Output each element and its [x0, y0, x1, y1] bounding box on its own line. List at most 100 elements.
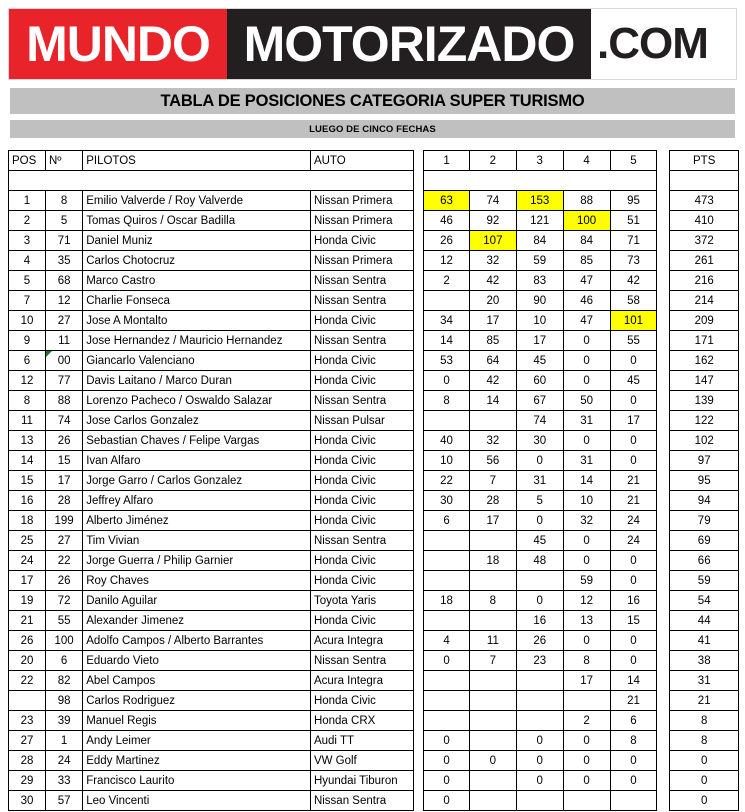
table-row-points: 216	[669, 270, 739, 291]
cell-number: 33	[44, 770, 84, 791]
table-row-points: 261	[669, 250, 739, 271]
cell-race-3: 23	[515, 650, 564, 671]
cell-pts: 209	[669, 310, 739, 331]
cell-auto: Hyundai Tiburon	[309, 770, 415, 791]
cell-pts: 162	[669, 350, 739, 371]
cell-auto: Honda Civic	[309, 350, 415, 371]
cell-race-4: 0	[562, 770, 611, 791]
table-row-points: 59	[669, 570, 739, 591]
cell-pos: 18	[8, 510, 46, 531]
table-row-points: 44	[669, 610, 739, 631]
cell-number-label: 26	[57, 434, 71, 447]
cell-number: 00	[44, 350, 84, 371]
cell-number-label: 39	[57, 714, 71, 727]
table-row: 17 26 Roy Chaves Honda Civic	[8, 570, 415, 591]
header-pos: POS	[8, 150, 46, 171]
cell-race-2: 74	[468, 190, 517, 211]
cell-race-1	[423, 530, 470, 551]
cell-pos: 3	[8, 230, 46, 251]
cell-race-4: 12	[562, 590, 611, 611]
cell-race-4: 50	[562, 390, 611, 411]
cell-pilots: Lorenzo Pacheco / Oswaldo Salazar	[82, 390, 311, 411]
cell-number: 26	[44, 570, 84, 591]
table-row-points: 410	[669, 210, 739, 231]
table-row: 6 00 Giancarlo Valenciano Honda Civic	[8, 350, 415, 371]
header-number: Nº	[44, 150, 84, 171]
cell-race-5: 51	[609, 210, 658, 231]
cell-number: 39	[44, 710, 84, 731]
cell-pts: 59	[669, 570, 739, 591]
cell-race-1: 10	[423, 450, 470, 471]
cell-pilots: Andy Leimer	[82, 730, 311, 751]
table-row: 9 11 Jose Hernandez / Mauricio Hernandez Ni…	[8, 330, 415, 351]
cell-number: 22	[44, 550, 84, 571]
cell-pos: 28	[8, 750, 46, 771]
cell-race-4: 0	[562, 630, 611, 651]
cell-pilots: Leo Vincenti	[82, 790, 311, 811]
cell-race-3	[515, 690, 564, 711]
table-row: 23 39 Manuel Regis Honda CRX	[8, 710, 415, 731]
cell-auto: Nissan Sentra	[309, 330, 415, 351]
table-row-points: 31	[669, 670, 739, 691]
cell-pos: 30	[8, 790, 46, 811]
cell-race-5: 17	[609, 410, 658, 431]
table-row: 20 6 Eduardo Vieto Nissan Sentra	[8, 650, 415, 671]
cell-auto: Nissan Pulsar	[309, 410, 415, 431]
cell-number-label: 1	[60, 734, 68, 747]
cell-race-5: 0	[609, 450, 658, 471]
cell-race-2: 32	[468, 250, 517, 271]
races-header-spacer	[423, 170, 658, 191]
table-row-points: 0	[669, 770, 739, 791]
header-pilots: PILOTOS	[82, 150, 311, 171]
cell-race-3: 45	[515, 530, 564, 551]
cell-number-label: 28	[57, 494, 71, 507]
cell-auto: Acura Integra	[309, 670, 415, 691]
cell-number: 55	[44, 610, 84, 631]
cell-race-5: 0	[609, 630, 658, 651]
cell-number: 77	[44, 370, 84, 391]
header-pts: PTS	[669, 150, 739, 171]
cell-race-1: 0	[423, 650, 470, 671]
cell-auto: Honda Civic	[309, 430, 415, 451]
cell-race-1: 63	[423, 190, 470, 211]
cell-race-3: 17	[515, 330, 564, 351]
cell-auto: Honda Civic	[309, 570, 415, 591]
cell-race-4: 0	[562, 430, 611, 451]
cell-race-1: 0	[423, 750, 470, 771]
cell-pts: 79	[669, 510, 739, 531]
cell-number-label: 57	[57, 794, 71, 807]
cell-auto: Acura Integra	[309, 630, 415, 651]
table-row: 7 12 Charlie Fonseca Nissan Sentra	[8, 290, 415, 311]
cell-race-1	[423, 710, 470, 731]
cell-auto: Honda Civic	[309, 370, 415, 391]
table-row: 15 17 Jorge Garro / Carlos Gonzalez Honda …	[8, 470, 415, 491]
cell-pilots: Giancarlo Valenciano	[82, 350, 311, 371]
cell-pilots: Adolfo Campos / Alberto Barrantes	[82, 630, 311, 651]
table-row-races: 74 31 17	[423, 410, 658, 431]
cell-race-3: 0	[515, 510, 564, 531]
cell-pilots: Manuel Regis	[82, 710, 311, 731]
cell-pilots: Alexander Jimenez	[82, 610, 311, 631]
cell-auto: Honda Civic	[309, 610, 415, 631]
cell-pos: 5	[8, 270, 46, 291]
cell-race-3	[515, 790, 564, 811]
cell-pilots: Tomas Quiros / Oscar Badilla	[82, 210, 311, 231]
cell-pilots: Jorge Garro / Carlos Gonzalez	[82, 470, 311, 491]
cell-pos: 4	[8, 250, 46, 271]
table-row: 8 88 Lorenzo Pacheco / Oswaldo Salazar Niss…	[8, 390, 415, 411]
cell-pos: 9	[8, 330, 46, 351]
cell-race-4: 13	[562, 610, 611, 631]
cell-race-3: 16	[515, 610, 564, 631]
standings-table: POS Nº PILOTOS AUTO 1 8 Emilio Valverde / …	[7, 150, 739, 811]
cell-pos: 20	[8, 650, 46, 671]
cell-race-3: 121	[515, 210, 564, 231]
cell-race-2: 32	[468, 430, 517, 451]
cell-auto: Nissan Primera	[309, 250, 415, 271]
cell-auto: Nissan Primera	[309, 190, 415, 211]
table-row-points: 171	[669, 330, 739, 351]
cell-race-4: 2	[562, 710, 611, 731]
cell-number: 11	[44, 330, 84, 351]
cell-number: 98	[44, 690, 84, 711]
